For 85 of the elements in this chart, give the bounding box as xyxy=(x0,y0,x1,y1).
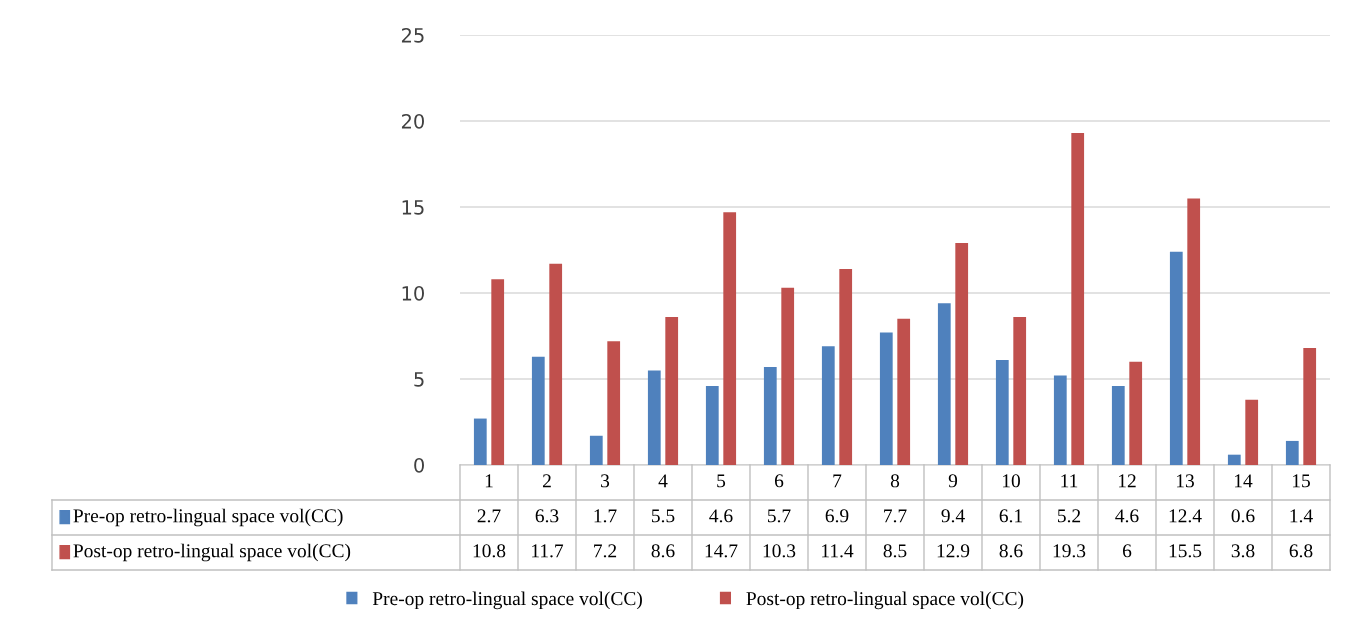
x-tick-label: 14 xyxy=(1234,474,1253,488)
bar xyxy=(1187,198,1201,465)
data-label: 10.8 xyxy=(473,544,506,558)
data-label: 3.8 xyxy=(1231,544,1255,558)
data-label: 7.2 xyxy=(594,544,617,558)
x-tick-label: 4 xyxy=(658,474,668,488)
data-label: 7.7 xyxy=(884,509,907,523)
data-label: 11.4 xyxy=(822,544,854,558)
data-label: 6.3 xyxy=(535,509,559,523)
x-tick-label: 2 xyxy=(542,474,551,488)
bar xyxy=(879,332,893,465)
data-label: 5.5 xyxy=(651,509,675,523)
x-tick-label: 9 xyxy=(948,474,958,488)
bar xyxy=(955,243,969,465)
legend-label: Pre-op retro-lingual space vol(CC) xyxy=(372,591,642,610)
data-label: 10.3 xyxy=(763,544,796,558)
bar xyxy=(1111,385,1125,465)
x-tick-label: 15 xyxy=(1292,474,1310,488)
bar xyxy=(589,435,603,465)
bar xyxy=(1129,361,1143,465)
x-tick-label: 6 xyxy=(774,474,784,488)
data-label: 1.7 xyxy=(594,509,617,523)
x-tick-label: 10 xyxy=(1002,474,1020,488)
text: Pre-op retro-lingual space vol(CC) xyxy=(73,508,343,527)
x-tick-label: 5 xyxy=(717,474,726,488)
legend-label: Post-op retro-lingual space vol(CC) xyxy=(746,591,1024,610)
bar xyxy=(1285,440,1299,465)
bar xyxy=(897,318,911,465)
data-label: 12.4 xyxy=(1169,509,1202,523)
bar xyxy=(1169,251,1183,465)
y-tick-label: 10 xyxy=(402,285,424,301)
bar xyxy=(473,418,487,465)
bar xyxy=(1227,454,1241,465)
bar xyxy=(531,356,545,465)
data-label: 4.6 xyxy=(709,509,733,523)
x-tick-label: 12 xyxy=(1118,474,1136,488)
bar xyxy=(549,263,563,465)
bar xyxy=(665,317,679,465)
bar xyxy=(1071,133,1085,465)
data-label: 0.6 xyxy=(1231,509,1255,523)
data-label: 11.7 xyxy=(532,544,564,558)
x-tick-label: 3 xyxy=(601,474,610,488)
bar xyxy=(1053,375,1067,465)
data-label: 12.9 xyxy=(937,544,970,558)
x-tick-label: 1 xyxy=(485,474,493,488)
bar xyxy=(705,385,719,465)
data-label: 4.6 xyxy=(1115,509,1139,523)
bar xyxy=(839,268,853,465)
text: Post-op retro-lingual space vol(CC) xyxy=(73,543,351,562)
data-label: 19.3 xyxy=(1053,544,1086,558)
bar xyxy=(491,279,505,465)
x-tick-label: 7 xyxy=(833,474,842,488)
bar xyxy=(995,360,1009,465)
data-label: 5.2 xyxy=(1057,509,1081,523)
bar xyxy=(821,346,835,465)
y-tick-label: 25 xyxy=(401,27,424,43)
bar xyxy=(1245,399,1259,465)
bar xyxy=(937,303,951,465)
data-label: 6.9 xyxy=(825,509,849,523)
bar xyxy=(607,341,621,465)
bar xyxy=(1303,348,1317,465)
y-tick-label: 5 xyxy=(414,372,424,387)
data-label: 9.4 xyxy=(941,509,965,523)
bar xyxy=(1013,317,1027,465)
data-label: 8.5 xyxy=(883,544,907,558)
data-label: 6.8 xyxy=(1289,544,1313,558)
data-label: 6.1 xyxy=(999,509,1022,523)
data-label: 15.5 xyxy=(1169,544,1202,558)
bar xyxy=(647,370,661,465)
bar xyxy=(723,212,737,465)
data-label: 5.7 xyxy=(767,509,791,523)
y-tick-label: 15 xyxy=(402,200,424,215)
data-label: 6 xyxy=(1122,544,1132,558)
bar xyxy=(763,366,777,465)
y-tick-label: 20 xyxy=(401,113,424,129)
data-label: 2.7 xyxy=(477,509,501,523)
y-tick-label: 0 xyxy=(414,457,424,473)
data-label: 8.6 xyxy=(651,544,675,558)
data-label: 8.6 xyxy=(999,544,1023,558)
data-label: 14.7 xyxy=(705,544,738,558)
x-tick-label: 13 xyxy=(1176,474,1194,488)
x-tick-label: 8 xyxy=(890,474,900,488)
x-tick-label: 11 xyxy=(1061,474,1078,488)
data-label: 1.4 xyxy=(1290,509,1313,523)
bar xyxy=(781,287,795,465)
